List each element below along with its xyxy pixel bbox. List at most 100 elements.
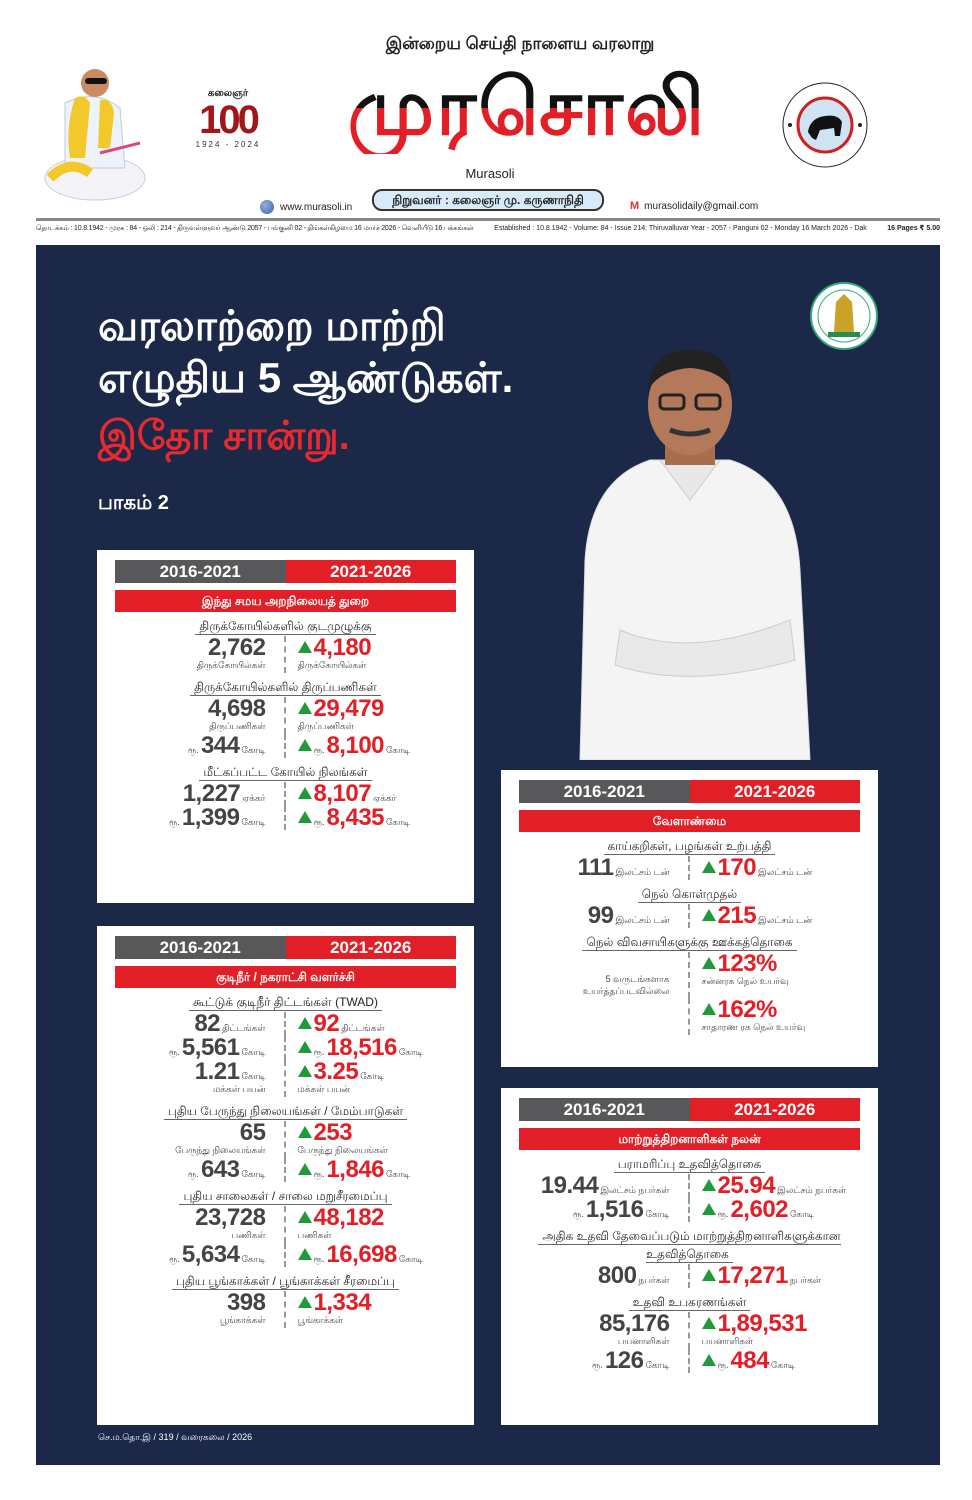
section-heading-text: உதவி உபகரணங்கள் [628, 1295, 751, 1311]
section-heading: திருக்கோயில்களில் குடமுழுக்கு [115, 617, 456, 635]
old-number: 82 [194, 1010, 221, 1037]
new-value: 17,271 நபர்கள் [701, 1264, 821, 1288]
sub-label: பூங்காக்கள் [219, 1315, 266, 1325]
old-value: ரூ.5,561 கோடி [169, 1036, 266, 1060]
sub-label: மக்கள் பயன் [297, 1084, 351, 1094]
old-number: 85,176 [599, 1310, 670, 1337]
section-heading: அதிக உதவி தேவைப்படும் மாற்றுத்திறனாளிகளு… [519, 1227, 860, 1263]
old-value: 111 இலட்சம் டன் [578, 856, 670, 880]
comparison-row: 65 பேருந்து நிலையங்கள் 253 பேருந்து நிலையங்… [115, 1121, 456, 1158]
old-number: 23,728 [195, 1204, 266, 1231]
unit: கோடி [241, 1071, 266, 1081]
sub-label: சாதாரண ரக நெல் உயர்வு [701, 1022, 806, 1032]
new-number: 1,334 [313, 1289, 372, 1316]
unit: கோடி [790, 1209, 815, 1219]
new-value: 253 பேருந்து நிலையங்கள் [297, 1121, 388, 1155]
headline-red: இதோ சான்று. [98, 414, 350, 458]
comparison-row: 4,698 திருப்பணிகள் 29,479 திருப்பணிகள் [115, 697, 456, 734]
old-value: 85,176 பயனாளிகள் [599, 1310, 670, 1346]
old-value: ரூ.1,399 கோடி [169, 806, 266, 830]
unit: கோடி [241, 745, 266, 755]
old-value: 82 திட்டங்கள் [194, 1012, 265, 1036]
new-number: 4,180 [313, 634, 372, 661]
old-value: 1.21 கோடி மக்கள் பயன் [195, 1060, 266, 1094]
category-banner: வேளாண்மை [519, 810, 860, 832]
sub-label: பணிகள் [231, 1230, 266, 1240]
old-number: 4,698 [207, 695, 266, 722]
comparison-row: ரூ.1,516 கோடி ரூ.2,602 கோடி [519, 1198, 860, 1222]
new-number: 123% [717, 950, 778, 977]
comparison-row: 5 வருடங்களாக உயர்த்தப்படவில்லை 123% சன்னரக… [519, 952, 860, 998]
period-bar: 2016-2021 2021-2026 [519, 1098, 860, 1121]
old-number: 99 [587, 902, 614, 929]
sub-label: பேருந்து நிலையங்கள் [175, 1145, 266, 1155]
new-number: 2,602 [730, 1196, 789, 1223]
stats-card: 2016-2021 2021-2026 வேளாண்மை காய்கறிகள், பழ… [501, 770, 878, 1067]
old-value: ரூ.5,634 கோடி [169, 1243, 266, 1267]
old-value: 19.44 இலட்சம் நபர்கள் [541, 1174, 670, 1198]
currency-prefix: ரூ. [572, 1209, 584, 1219]
new-value: 25.94 இலட்சம் நபர்கள் [701, 1174, 847, 1198]
section-heading: திருக்கோயில்களில் திருப்பணிகள் [115, 678, 456, 696]
unit: இலட்சம் டன் [615, 867, 670, 877]
website-link[interactable]: www.murasoli.in [260, 200, 352, 214]
unit: நபர்கள் [789, 1275, 821, 1285]
up-arrow-icon [701, 1269, 716, 1281]
centenary-years: 1924 - 2024 [195, 140, 261, 149]
new-number: 484 [730, 1347, 769, 1374]
currency-prefix: ரூ. [717, 1360, 729, 1370]
old-value: 1,227 ஏக்கர் [183, 782, 266, 806]
category-banner: குடிநீர் / நகராட்சி வளர்ச்சி [115, 966, 456, 988]
section-heading: உதவி உபகரணங்கள் [519, 1293, 860, 1311]
new-number: 1,846 [326, 1156, 385, 1183]
new-number: 8,100 [326, 732, 385, 759]
old-number: 111 [577, 854, 614, 881]
section-heading-text: கூட்டுக் குடிநீர் திட்டங்கள் (TWAD) [189, 995, 382, 1011]
old-number: 800 [597, 1262, 637, 1289]
sub-label: பூங்காக்கள் [297, 1315, 344, 1325]
up-arrow-icon [297, 1211, 312, 1223]
kalaignar-illustration [44, 69, 146, 201]
currency-prefix: ரூ. [717, 1209, 729, 1219]
period-new: 2021-2026 [689, 780, 860, 803]
currency-prefix: ரூ. [313, 1254, 325, 1264]
new-number: 92 [313, 1010, 340, 1037]
founder-badge: நிறுவனர் : கலைஞர் மு. கருணாநிதி [372, 189, 604, 211]
up-arrow-icon [701, 909, 716, 921]
section-heading: புதிய பேருந்து நிலையங்கள் / மேம்பாடுகள் [115, 1102, 456, 1120]
section-heading-text: பராமரிப்பு உதவித்தொகை [613, 1157, 766, 1173]
new-value: 3.25 கோடி மக்கள் பயன் [297, 1060, 384, 1094]
stats-card: 2016-2021 2021-2026 குடிநீர் / நகராட்சி வள… [97, 926, 474, 1425]
new-number: 215 [717, 902, 757, 929]
section-heading-text: திருக்கோயில்களில் குடமுழுக்கு [195, 619, 376, 635]
currency-prefix: ரூ. [187, 745, 199, 755]
part-label: பாகம் 2 [98, 492, 169, 514]
new-value: ரூ.8,435 கோடி [297, 804, 410, 831]
sub-label: பயனாளிகள் [617, 1336, 670, 1346]
old-number: 1,399 [181, 804, 240, 831]
category-banner: மாற்றுத்திறனாளிகள் நலன் [519, 1128, 860, 1150]
unit: இலட்சம் நபர்கள் [777, 1185, 847, 1195]
new-number: 8,107 [313, 780, 372, 807]
sub-label: திருக்கோயில்கள் [196, 660, 266, 670]
new-number: 16,698 [326, 1241, 397, 1268]
globe-icon [260, 200, 274, 214]
dateline-english: Established : 10.8.1942 - Volume: 84 - I… [494, 224, 867, 232]
unit: கோடி [645, 1360, 670, 1370]
up-arrow-icon [297, 739, 312, 751]
section-heading-text: புதிய பேருந்து நிலையங்கள் / மேம்பாடுகள் [163, 1104, 408, 1120]
period-bar: 2016-2021 2021-2026 [115, 936, 456, 959]
section-heading-text: காய்கறிகள், பழங்கள் உற்பத்தி [603, 839, 776, 855]
section-heading: பராமரிப்பு உதவித்தொகை [519, 1155, 860, 1173]
old-number: 643 [200, 1156, 240, 1183]
website-text: www.murasoli.in [280, 201, 353, 213]
period-old: 2016-2021 [519, 780, 690, 803]
old-value: ரூ.1,516 கோடி [573, 1198, 670, 1222]
old-number: 19.44 [540, 1172, 599, 1199]
new-number: 8,435 [326, 804, 385, 831]
old-number: 2,762 [207, 634, 266, 661]
comparison-row: 1,227 ஏக்கர் 8,107 ஏக்கர் [115, 782, 456, 806]
new-value: ரூ.16,698 கோடி [297, 1241, 423, 1268]
new-value: 48,182 பணிகள் [297, 1206, 384, 1240]
